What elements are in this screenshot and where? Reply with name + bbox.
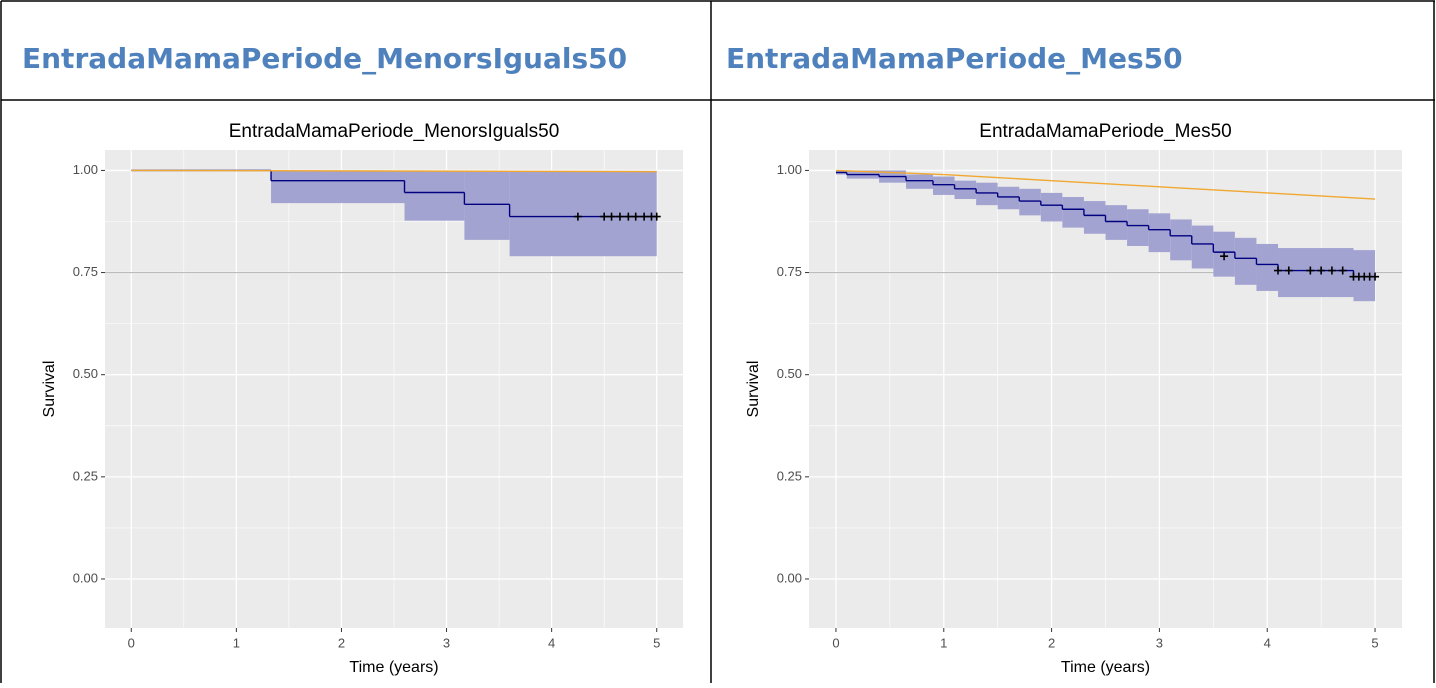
header-cell: EntradaMamaPeriode_Mes50 (726, 42, 1183, 75)
confidence-band (271, 170, 405, 204)
expected-line (835, 169, 1376, 200)
confidence-band (954, 180, 977, 200)
confidence-band (997, 186, 1020, 210)
censor-mark (1338, 266, 1347, 275)
censor-mark (624, 212, 633, 221)
censor-mark (1274, 266, 1283, 275)
chart-title: EntradaMamaPeriode_MenorsIguals50 (229, 121, 560, 142)
confidence-band (1019, 188, 1041, 216)
chart-title: EntradaMamaPeriode_Mes50 (979, 121, 1231, 142)
censor-mark (1306, 266, 1315, 275)
censor-mark (615, 212, 624, 221)
confidence-band (1191, 225, 1214, 269)
censor-mark (652, 212, 661, 221)
x-tick-label: 3 (1156, 635, 1163, 650)
confidence-band (1170, 219, 1192, 261)
y-tick-label: 1.00 (73, 162, 98, 177)
censor-mark (1317, 266, 1326, 275)
y-axis-label: Survival (41, 361, 58, 418)
censor-mark (1371, 272, 1380, 281)
confidence-band (1105, 205, 1128, 240)
confidence-band (509, 170, 657, 257)
y-axis-label: Survival (745, 361, 762, 418)
confidence-band (976, 182, 998, 206)
y-tick-label: 0.75 (777, 264, 802, 279)
confidence-band (464, 170, 510, 240)
confidence-band (1234, 237, 1257, 285)
y-tick-label: 0.50 (73, 366, 98, 381)
y-tick-label: 0.00 (777, 570, 802, 585)
y-tick-label: 0.75 (73, 264, 98, 279)
x-axis-label: Time (years) (349, 659, 438, 676)
censor-mark (631, 212, 640, 221)
x-tick-label: 1 (940, 635, 947, 650)
confidence-band (1040, 192, 1063, 222)
censor-mark (607, 212, 616, 221)
x-tick-label: 5 (1371, 635, 1378, 650)
y-tick-label: 0.25 (777, 468, 802, 483)
chart: EntradaMamaPeriode_Mes50 0.00 0.25 0.50 0.75… (745, 121, 1402, 676)
y-tick-label: 0.50 (777, 366, 802, 381)
x-tick-label: 1 (233, 635, 240, 650)
confidence-band (1278, 248, 1354, 298)
x-tick-label: 0 (128, 635, 135, 650)
confidence-band (1062, 196, 1084, 228)
confidence-band (1083, 201, 1106, 234)
x-tick-label: 3 (443, 635, 450, 650)
censor-mark (640, 212, 649, 221)
x-tick-label: 4 (1264, 635, 1271, 650)
x-tick-label: 4 (548, 635, 555, 650)
chart: EntradaMamaPeriode_MenorsIguals50 0.00 0.2… (41, 121, 683, 676)
y-tick-label: 1.00 (777, 162, 802, 177)
confidence-band (404, 170, 465, 221)
x-tick-label: 5 (653, 635, 660, 650)
y-tick-label: 0.25 (73, 468, 98, 483)
censor-mark (1284, 266, 1293, 275)
header-cell: EntradaMamaPeriode_MenorsIguals50 (22, 42, 627, 75)
confidence-band (1148, 213, 1171, 253)
censor-mark (1220, 252, 1229, 261)
x-tick-label: 0 (832, 635, 839, 650)
x-tick-label: 2 (1048, 635, 1055, 650)
confidence-band (1256, 243, 1279, 291)
censor-mark (1327, 266, 1336, 275)
x-tick-label: 2 (338, 635, 345, 650)
x-axis-label: Time (years) (1061, 659, 1150, 676)
expected-line (131, 169, 657, 173)
confidence-band (1127, 209, 1149, 247)
confidence-band (932, 176, 955, 195)
confidence-band (906, 174, 933, 189)
censor-mark (573, 212, 582, 221)
censor-mark (600, 212, 609, 221)
y-tick-label: 0.00 (73, 570, 98, 585)
